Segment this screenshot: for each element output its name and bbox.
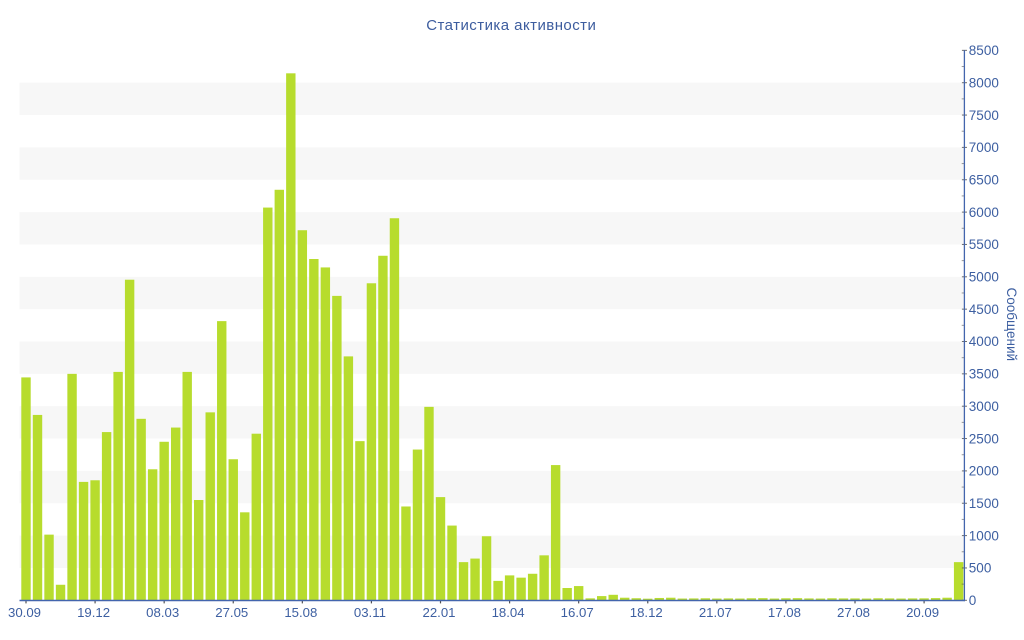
svg-text:Сообщений: Сообщений [1004, 288, 1019, 362]
svg-text:2000: 2000 [969, 464, 999, 479]
svg-text:1500: 1500 [969, 496, 999, 511]
svg-text:27.08: 27.08 [837, 605, 870, 620]
svg-text:21.07: 21.07 [699, 605, 732, 620]
svg-text:17.08: 17.08 [768, 605, 801, 620]
svg-text:3500: 3500 [969, 367, 999, 382]
svg-text:5500: 5500 [969, 237, 999, 252]
svg-text:19.12: 19.12 [77, 605, 110, 620]
svg-text:6500: 6500 [969, 172, 999, 187]
svg-text:2500: 2500 [969, 431, 999, 446]
svg-text:27.05: 27.05 [215, 605, 248, 620]
svg-text:30.09: 30.09 [8, 605, 41, 620]
svg-text:18.04: 18.04 [492, 605, 525, 620]
svg-text:18.12: 18.12 [630, 605, 663, 620]
svg-text:500: 500 [969, 561, 992, 576]
svg-text:5000: 5000 [969, 270, 999, 285]
svg-text:8500: 8500 [969, 43, 999, 58]
svg-text:03.11: 03.11 [354, 605, 386, 620]
svg-text:20.09: 20.09 [906, 605, 939, 620]
svg-text:08.03: 08.03 [146, 605, 179, 620]
svg-text:4500: 4500 [969, 302, 999, 317]
svg-text:15.08: 15.08 [284, 605, 317, 620]
svg-text:7000: 7000 [969, 140, 999, 155]
svg-text:1000: 1000 [969, 528, 999, 543]
svg-text:Статистика активности: Статистика активности [426, 17, 596, 34]
svg-text:3000: 3000 [969, 399, 999, 414]
svg-text:7500: 7500 [969, 108, 999, 123]
svg-text:8000: 8000 [969, 75, 999, 90]
svg-text:4000: 4000 [969, 334, 999, 349]
svg-text:22.01: 22.01 [422, 605, 455, 620]
svg-text:16.07: 16.07 [561, 605, 594, 620]
svg-text:6000: 6000 [969, 205, 999, 220]
svg-text:0: 0 [969, 593, 977, 608]
